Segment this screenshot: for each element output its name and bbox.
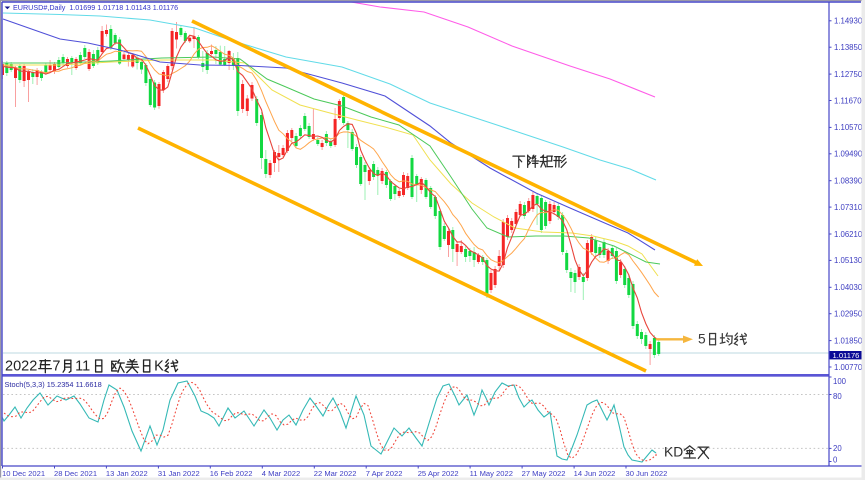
svg-text:25 Apr 2022: 25 Apr 2022 [418,469,459,478]
svg-text:1.11670: 1.11670 [834,96,862,105]
svg-text:28 Dec 2021: 28 Dec 2021 [54,469,97,478]
svg-text:100: 100 [833,377,847,386]
svg-text:1.04030: 1.04030 [834,283,863,292]
svg-text:Stoch(5,3,3) 15.2354 11.6618: Stoch(5,3,3) 15.2354 11.6618 [5,380,102,389]
svg-text:7 Apr 2022: 7 Apr 2022 [366,469,403,478]
svg-text:11 May 2022: 11 May 2022 [470,469,513,478]
svg-text:1.10570: 1.10570 [834,123,863,132]
svg-text:5: 5 [698,332,706,347]
svg-text:K: K [154,359,164,375]
svg-text:4 Mar 2022: 4 Mar 2022 [262,469,300,478]
svg-text:1.09490: 1.09490 [834,150,863,159]
svg-text:1.05130: 1.05130 [834,256,863,265]
svg-text:2022: 2022 [5,359,37,375]
svg-text:1.02950: 1.02950 [834,310,863,319]
svg-text:30 Jun 2022: 30 Jun 2022 [626,469,668,478]
svg-text:11: 11 [75,359,90,375]
svg-text:1.00770: 1.00770 [834,363,863,372]
svg-text:1.12750: 1.12750 [834,70,863,79]
svg-text:1.13850: 1.13850 [834,43,863,52]
svg-text:1.06210: 1.06210 [834,230,863,239]
svg-text:1.01176: 1.01176 [833,351,860,360]
svg-text:1.08390: 1.08390 [834,177,863,186]
svg-text:22 Mar 2022: 22 Mar 2022 [314,469,357,478]
svg-text:31 Jan 2022: 31 Jan 2022 [158,469,200,478]
svg-text:10 Dec 2021: 10 Dec 2021 [2,469,45,478]
svg-text:0: 0 [833,456,838,465]
svg-text:1.07310: 1.07310 [834,203,863,212]
svg-text:14 Jun 2022: 14 Jun 2022 [574,469,616,478]
svg-text:1.01850: 1.01850 [834,336,863,345]
svg-text:13 Jan 2022: 13 Jan 2022 [106,469,148,478]
svg-text:16 Feb 2022: 16 Feb 2022 [210,469,253,478]
svg-text:20: 20 [833,444,842,453]
svg-text:1.14930: 1.14930 [834,17,863,26]
svg-text:EURUSD#,Daily 1.01699 1.01718: EURUSD#,Daily 1.01699 1.01718 1.01143 1.… [13,3,178,12]
svg-text:7: 7 [52,359,60,375]
svg-text:80: 80 [833,392,842,401]
svg-text:KD: KD [664,445,683,460]
svg-text:27 May 2022: 27 May 2022 [522,469,566,478]
